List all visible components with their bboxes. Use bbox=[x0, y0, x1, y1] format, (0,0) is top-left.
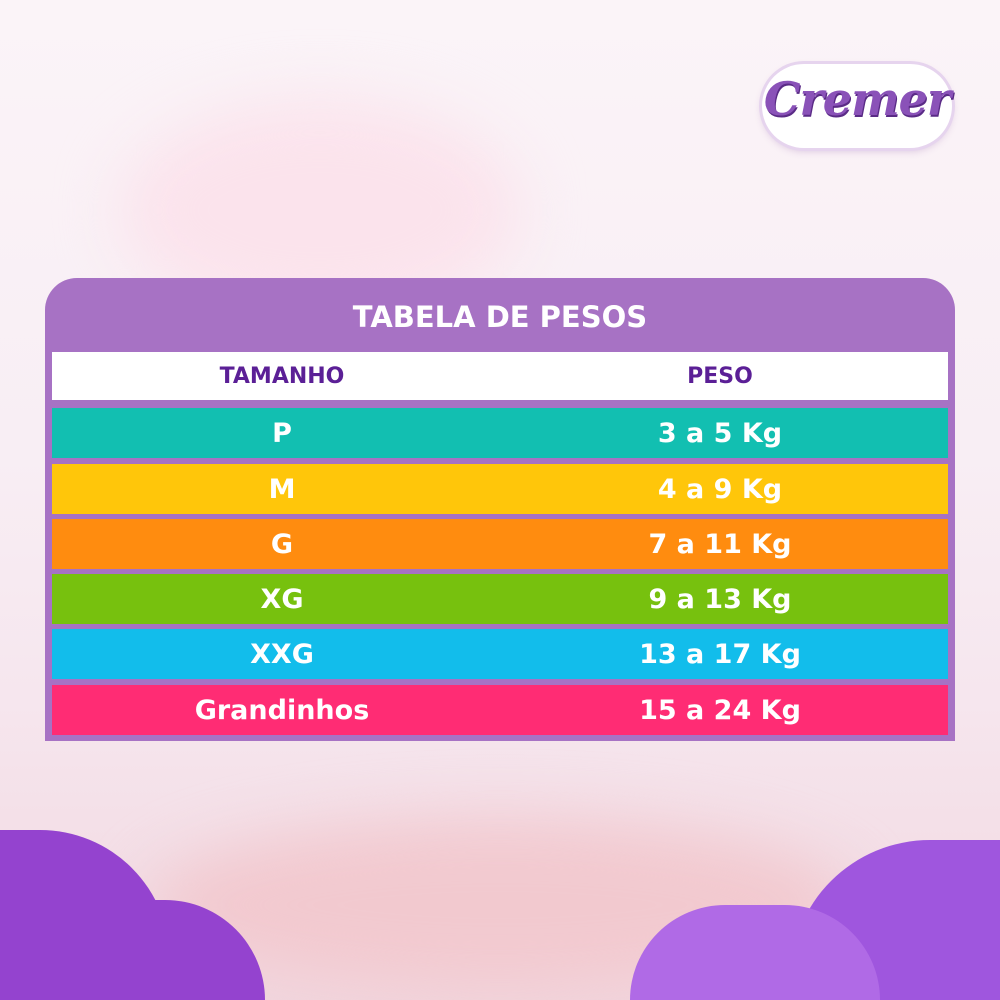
row-weight: 9 a 13 Kg bbox=[648, 583, 792, 615]
table-row: XG 9 a 13 Kg bbox=[52, 574, 948, 624]
table-row: XXG 13 a 17 Kg bbox=[52, 629, 948, 679]
cloud-right-bump bbox=[630, 905, 880, 1000]
row-size: XXG bbox=[250, 638, 314, 670]
row-weight: 3 a 5 Kg bbox=[657, 417, 783, 449]
row-size: G bbox=[270, 528, 294, 560]
logo-cloud-shape bbox=[762, 64, 952, 148]
row-size: P bbox=[272, 417, 292, 449]
table-header: TAMANHO PESO bbox=[52, 352, 948, 400]
row-size: XG bbox=[260, 583, 304, 615]
table-row: P 3 a 5 Kg bbox=[52, 408, 948, 458]
cremer-logo: Cremer bbox=[762, 64, 952, 148]
row-weight: 4 a 9 Kg bbox=[657, 473, 783, 505]
table-title: TABELA DE PESOS bbox=[352, 300, 648, 334]
cloud-left-bump bbox=[0, 900, 265, 1000]
weight-table: TABELA DE PESOS TAMANHO PESO P 3 a 5 Kg M 4… bbox=[45, 278, 955, 741]
logo-text: Cremer bbox=[763, 72, 951, 126]
row-weight: 13 a 17 Kg bbox=[639, 638, 801, 670]
row-size: M bbox=[268, 473, 296, 505]
row-size: Grandinhos bbox=[194, 694, 370, 726]
table-row: Grandinhos 15 a 24 Kg bbox=[52, 685, 948, 735]
row-weight: 7 a 11 Kg bbox=[648, 528, 792, 560]
row-weight: 15 a 24 Kg bbox=[639, 694, 801, 726]
table-row: M 4 a 9 Kg bbox=[52, 464, 948, 514]
header-size: TAMANHO bbox=[219, 363, 345, 389]
header-weight: PESO bbox=[687, 363, 753, 389]
table-row: G 7 a 11 Kg bbox=[52, 519, 948, 569]
